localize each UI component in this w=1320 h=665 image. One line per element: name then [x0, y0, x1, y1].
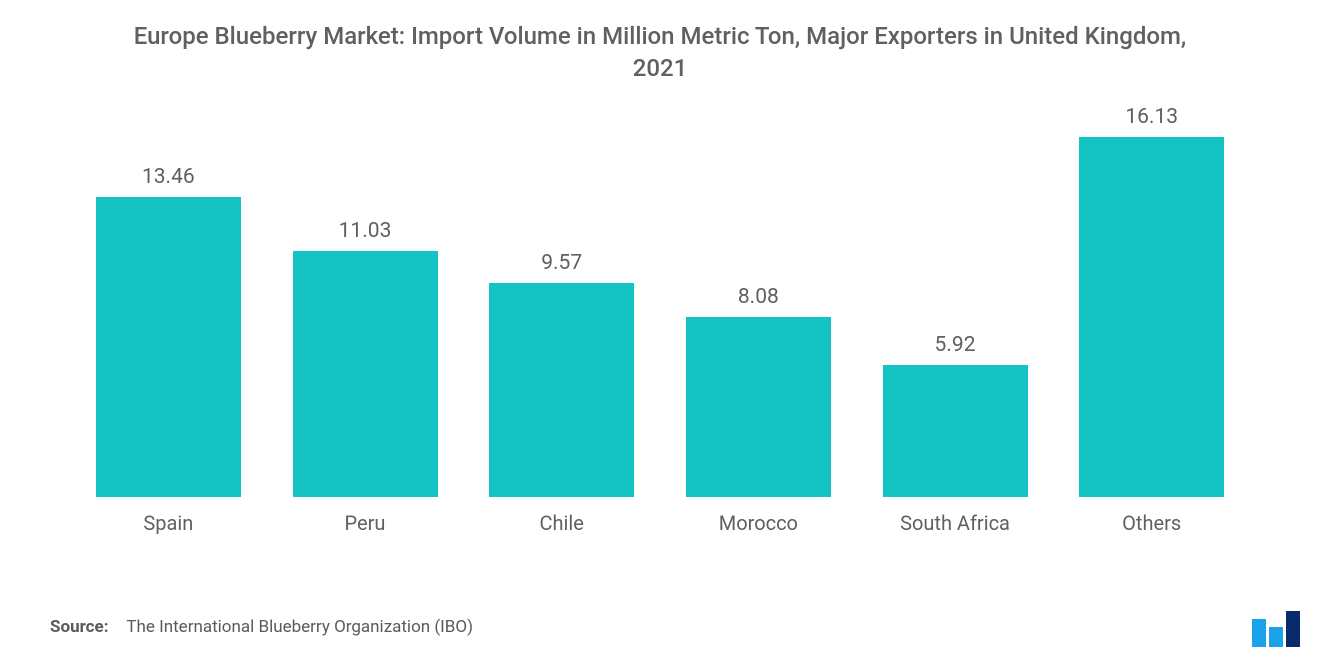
source-label: Source:: [50, 617, 108, 637]
bar-category-label: Peru: [345, 511, 386, 535]
bar-value-label: 13.46: [142, 165, 195, 189]
chart-container: Europe Blueberry Market: Import Volume i…: [0, 0, 1320, 665]
bar-group: 16.13 Others: [1053, 105, 1250, 535]
bar-value-label: 9.57: [541, 251, 582, 275]
bar-category-label: Morocco: [719, 511, 798, 535]
bar-group: 9.57 Chile: [463, 251, 660, 535]
bar: [489, 283, 634, 497]
source-attribution: Source: The International Blueberry Orga…: [50, 617, 473, 637]
bar-group: 13.46 Spain: [70, 165, 267, 535]
bar: [686, 317, 831, 497]
bar-category-label: South Africa: [900, 511, 1010, 535]
brand-watermark-icon: [1252, 611, 1300, 647]
bar-group: 8.08 Morocco: [660, 285, 857, 535]
bar: [293, 251, 438, 497]
chart-title: Europe Blueberry Market: Import Volume i…: [110, 20, 1210, 85]
bar-category-label: Others: [1122, 511, 1181, 535]
bar-group: 5.92 South Africa: [857, 333, 1054, 535]
bar-value-label: 5.92: [935, 333, 976, 357]
bar-value-label: 8.08: [738, 285, 779, 309]
bar-category-label: Spain: [143, 511, 193, 535]
plot-area: 13.46 Spain 11.03 Peru 9.57 Chile 8.08 Morocco 5…: [70, 115, 1250, 535]
bar: [883, 365, 1028, 497]
bar: [96, 197, 241, 497]
bar-value-label: 16.13: [1125, 105, 1178, 129]
bar-category-label: Chile: [539, 511, 583, 535]
bar-group: 11.03 Peru: [267, 219, 464, 535]
bar-value-label: 11.03: [339, 219, 392, 243]
bar: [1079, 137, 1224, 497]
source-text: The International Blueberry Organization…: [126, 617, 473, 637]
